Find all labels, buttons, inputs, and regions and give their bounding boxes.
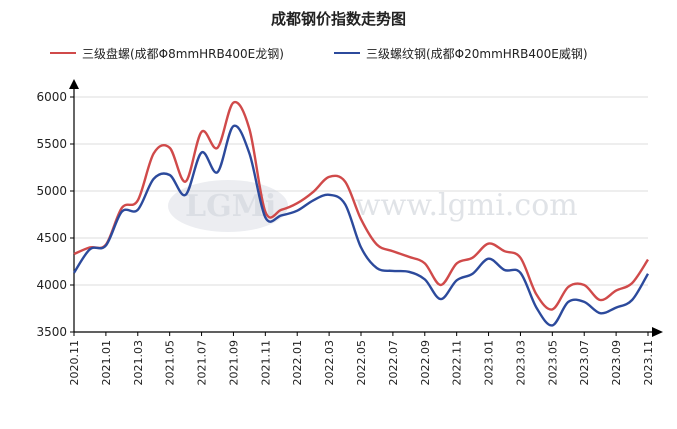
x-tick-label-11: 2022.09 [419,340,432,386]
x-tick-label-17: 2023.09 [610,340,623,386]
y-tick-label-5000: 5000 [36,184,67,198]
x-tick-label-0: 2020.11 [68,340,81,386]
y-tick-label-6000: 6000 [36,90,67,104]
x-tick-label-7: 2022.01 [291,340,304,386]
x-tick-label-3: 2021.05 [164,340,177,386]
x-tick-label-2: 2021.03 [132,340,145,386]
x-axis-arrow [652,327,663,337]
series-layer [72,100,650,327]
svg-text:www.lgmi.com: www.lgmi.com [355,188,578,223]
series-line-1 [72,124,650,327]
x-tick-label-10: 2022.07 [387,340,400,386]
y-tick-label-3500: 3500 [36,325,67,339]
x-tick-label-12: 2022.11 [451,340,464,386]
legend-swatch-1 [334,52,360,54]
x-tick-label-8: 2022.03 [323,340,336,386]
y-axis-arrow [69,79,79,89]
axes [69,79,663,337]
y-tick-label-4500: 4500 [36,231,67,245]
gridlines [74,96,648,286]
x-axis-ticks: 2020.11 2021.01 2021.03 2021.05 2021.07 2021.… [68,332,655,386]
x-tick-label-14: 2023.03 [514,340,527,386]
legend-label-0: 三级盘螺(成都Φ8mmHRB400E龙钢) [82,46,284,61]
legend-item-0: 三级盘螺(成都Φ8mmHRB400E龙钢) [50,44,284,62]
x-tick-label-5: 2021.09 [227,340,240,386]
x-tick-label-18: 2023.11 [642,340,655,386]
x-tick-label-13: 2023.01 [483,340,496,386]
legend-item-1: 三级螺纹钢(成都Φ20mmHRB400E威钢) [334,44,588,62]
legend-label-1: 三级螺纹钢(成都Φ20mmHRB400E威钢) [366,46,588,61]
y-tick-label-5500: 5500 [36,137,67,151]
x-tick-label-4: 2021.07 [196,340,209,386]
x-tick-label-16: 2023.07 [578,340,591,386]
legend-swatch-0 [50,52,76,54]
x-tick-label-1: 2021.01 [100,340,113,386]
x-tick-label-9: 2022.05 [355,340,368,386]
x-tick-label-6: 2021.11 [259,340,272,386]
series-line-0 [73,100,649,311]
y-tick-label-4000: 4000 [36,278,67,292]
watermark-logo: LGMi www.lgmi.com [168,180,578,232]
x-tick-label-15: 2023.05 [546,340,559,386]
y-axis-ticks: 3500 4000 4500 5000 5500 6000 [36,90,74,339]
chart-title: 成都钢价指数走势图 [270,10,406,28]
